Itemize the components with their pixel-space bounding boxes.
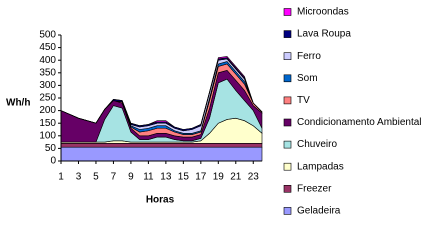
- legend-label: Condicionamento Ambiental: [297, 117, 422, 128]
- legend-swatch: [283, 185, 292, 193]
- y-tick-label: 200: [39, 105, 56, 116]
- x-tick-label: 5: [93, 172, 99, 183]
- y-axis-label: Wh/h: [6, 98, 30, 109]
- y-tick-label: 100: [39, 130, 56, 141]
- legend-label: Microondas: [297, 7, 349, 18]
- y-tick-label: 150: [39, 118, 56, 129]
- y-tick-label: 350: [39, 67, 56, 78]
- y-tick-label: 300: [39, 80, 56, 91]
- legend-swatch: [283, 30, 292, 38]
- legend-label: Lampadas: [297, 161, 344, 172]
- x-tick-label: 17: [195, 172, 207, 183]
- legend-swatch: [283, 52, 292, 61]
- x-tick-label: 9: [128, 172, 134, 183]
- area: [60, 56, 263, 130]
- x-tick-label: 21: [230, 172, 242, 183]
- x-tick-label: 15: [178, 172, 190, 183]
- x-tick-label: 19: [213, 172, 225, 183]
- y-tick-label: 250: [39, 93, 56, 104]
- x-tick-label: 13: [160, 172, 172, 183]
- x-tick-label: 7: [111, 172, 117, 183]
- legend-label: Chuveiro: [297, 139, 337, 150]
- legend-swatch: [283, 162, 292, 171]
- y-tick-label: 500: [39, 30, 56, 41]
- legend-swatch: [283, 96, 292, 105]
- legend-swatch: [283, 74, 292, 83]
- y-tick-label: 450: [39, 42, 56, 53]
- y-tick-label: 50: [45, 143, 57, 154]
- x-tick-label: 23: [248, 172, 260, 183]
- legend-label: Ferro: [297, 51, 321, 62]
- legend-swatch: [283, 140, 292, 149]
- legend-label: Freezer: [297, 183, 332, 194]
- x-tick-label: 11: [143, 172, 154, 183]
- y-tick-label: 400: [39, 55, 56, 66]
- area: [60, 146, 263, 162]
- legend-label: Lava Roupa: [297, 29, 351, 40]
- legend-label: TV: [297, 95, 310, 106]
- x-tick-label: 3: [76, 172, 82, 183]
- legend-swatch: [283, 8, 292, 16]
- y-tick-label: 0: [50, 156, 56, 167]
- area: [60, 143, 263, 148]
- legend-label: Geladeira: [297, 206, 341, 217]
- x-tick-label: 1: [58, 172, 64, 183]
- legend-swatch: [283, 118, 292, 127]
- legend-swatch: [283, 207, 292, 215]
- legend-label: Som: [297, 73, 318, 84]
- x-axis-label: Horas: [146, 195, 175, 206]
